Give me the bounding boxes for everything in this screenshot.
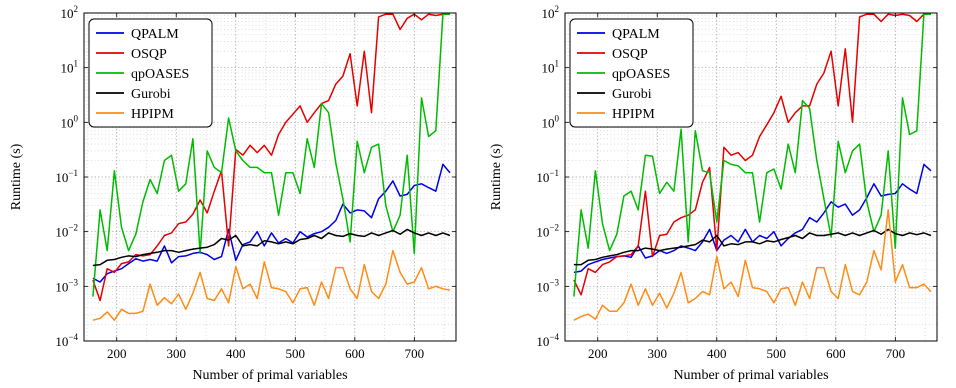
y-tick-label: 101 [61, 59, 79, 76]
series-line-gurobi [573, 228, 932, 266]
legend-label-hpipm: HPIPM [131, 107, 174, 122]
x-tick-label: 600 [826, 346, 846, 361]
series-line-hpipm [92, 249, 451, 321]
x-tick-label: 200 [107, 346, 127, 361]
left-chart-panel: 200 300 400 500 600 700 10−4 10−3 10−2 10−1 100 101… [9, 4, 457, 383]
series-group [573, 13, 932, 321]
legend: QPALM OSQP qpOASES Gurobi HPIPM [569, 18, 694, 128]
x-tick-label: 400 [707, 346, 727, 361]
legend-label-qpoases: qpOASES [131, 67, 189, 82]
x-tick-label: 500 [286, 346, 306, 361]
series-line-hpipm [573, 209, 932, 321]
y-tick-label: 10−3 [536, 277, 559, 294]
y-tick-label: 10−1 [536, 168, 559, 185]
x-tick-label: 400 [226, 346, 246, 361]
legend-box [88, 18, 213, 128]
series-line-qpalm [573, 163, 932, 274]
y-axis-label: Runtime (s) [9, 143, 24, 210]
ticks: 200 300 400 500 600 700 10−4 10−3 10−2 10−1 100 101… [536, 4, 937, 361]
y-tick-label: 10−2 [55, 223, 78, 240]
series-line-qpoases [92, 13, 450, 297]
x-tick-label: 300 [167, 346, 187, 361]
legend-label-osqp: OSQP [131, 47, 167, 62]
y-axis-label: Runtime (s) [489, 143, 504, 210]
legend-label-qpalm: QPALM [612, 27, 660, 42]
x-tick-label: 700 [886, 346, 906, 361]
series-group [92, 13, 451, 321]
series-line-qpoases [573, 13, 931, 297]
series-line-osqp [573, 13, 931, 296]
legend-label-qpalm: QPALM [131, 27, 179, 42]
y-tick-label: 10−3 [55, 277, 78, 294]
series-line-gurobi [92, 228, 451, 267]
x-tick-label: 600 [345, 346, 365, 361]
x-axis-label: Number of primal variables [673, 368, 828, 383]
legend: QPALM OSQP qpOASES Gurobi HPIPM [88, 18, 213, 128]
y-tick-label: 101 [542, 59, 560, 76]
x-tick-label: 700 [405, 346, 425, 361]
y-tick-label: 10−2 [536, 223, 559, 240]
legend-box [569, 18, 694, 128]
y-tick-label: 10−1 [55, 168, 78, 185]
series-line-qpalm [92, 163, 451, 283]
y-tick-label: 102 [542, 4, 560, 21]
legend-label-hpipm: HPIPM [612, 107, 655, 122]
legend-label-gurobi: Gurobi [612, 87, 652, 102]
legend-label-gurobi: Gurobi [131, 87, 171, 102]
y-tick-label: 100 [542, 113, 560, 130]
x-tick-label: 200 [588, 346, 608, 361]
right-chart-panel: 200 300 400 500 600 700 10−4 10−3 10−2 10−1 100 101… [489, 4, 938, 383]
y-tick-label: 102 [61, 4, 79, 21]
series-line-osqp [92, 13, 450, 302]
legend-label-qpoases: qpOASES [612, 67, 670, 82]
x-tick-label: 500 [767, 346, 787, 361]
x-axis-label: Number of primal variables [192, 368, 347, 383]
y-tick-label: 100 [61, 113, 79, 130]
legend-label-osqp: OSQP [612, 47, 648, 62]
ticks: 200 300 400 500 600 700 10−4 10−3 10−2 10−1 100 101… [55, 4, 456, 361]
y-tick-label: 10−4 [536, 332, 559, 349]
x-tick-label: 300 [648, 346, 668, 361]
y-tick-label: 10−4 [55, 332, 78, 349]
